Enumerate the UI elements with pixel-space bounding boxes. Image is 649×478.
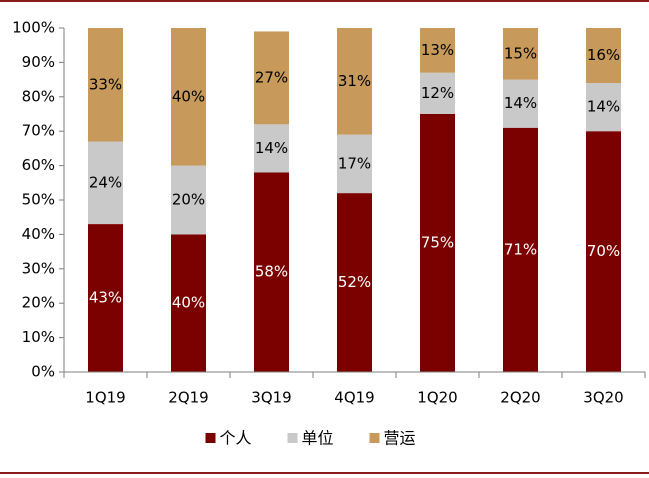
y-tick-label: 0% xyxy=(31,363,55,381)
y-tick-label: 30% xyxy=(22,259,55,277)
y-tick-label: 50% xyxy=(22,191,55,209)
data-label: 33% xyxy=(89,75,122,93)
data-label: 40% xyxy=(172,87,205,105)
legend-swatch xyxy=(369,433,380,443)
data-label: 52% xyxy=(338,273,371,291)
bar-segment xyxy=(88,28,123,142)
y-tick-label: 80% xyxy=(22,87,55,105)
legend-label: 个人 xyxy=(220,429,252,448)
data-label: 31% xyxy=(338,72,371,90)
bar-segment xyxy=(586,131,621,372)
data-label: 70% xyxy=(587,242,620,260)
bar-segment xyxy=(337,193,372,372)
data-label: 43% xyxy=(89,289,122,307)
bar-segment xyxy=(254,31,289,125)
bar-segment xyxy=(503,79,538,128)
data-label: 15% xyxy=(504,44,537,62)
legend-label: 营运 xyxy=(384,429,416,448)
bar-segment xyxy=(337,134,372,194)
data-label: 40% xyxy=(172,294,205,312)
data-label: 17% xyxy=(338,154,371,172)
y-tick-label: 20% xyxy=(22,294,55,312)
legend-swatch xyxy=(287,433,298,443)
bar-segment xyxy=(586,83,621,132)
x-tick-label: 3Q19 xyxy=(251,389,291,407)
data-label: 24% xyxy=(89,173,122,191)
x-tick-label: 3Q20 xyxy=(583,389,623,407)
y-tick-label: 40% xyxy=(22,225,55,243)
bar-segment xyxy=(503,28,538,80)
x-tick-label: 1Q19 xyxy=(85,389,125,407)
legend-swatch xyxy=(205,433,216,443)
bar-segment xyxy=(420,72,455,114)
data-label: 20% xyxy=(172,191,205,209)
bar-segment xyxy=(337,28,372,135)
bar-segment xyxy=(254,124,289,173)
x-tick-label: 1Q20 xyxy=(417,389,457,407)
data-label: 13% xyxy=(421,41,454,59)
bar-segment xyxy=(171,165,206,235)
bar-segment xyxy=(420,114,455,372)
y-tick-label: 90% xyxy=(22,53,55,71)
top-frame-line xyxy=(0,0,649,2)
data-label: 14% xyxy=(504,94,537,112)
bar-segment xyxy=(254,172,289,372)
data-label: 27% xyxy=(255,68,288,86)
bar-segment xyxy=(420,28,455,73)
bar-segment xyxy=(503,127,538,372)
y-tick-label: 10% xyxy=(22,328,55,346)
y-tick-label: 100% xyxy=(12,19,55,37)
y-tick-label: 60% xyxy=(22,156,55,174)
bar-segment xyxy=(88,224,123,372)
bar-segment xyxy=(171,234,206,372)
data-label: 71% xyxy=(504,240,537,258)
bottom-frame-line xyxy=(0,472,649,474)
y-tick-label: 70% xyxy=(22,122,55,140)
bar-segment xyxy=(88,141,123,225)
x-tick-label: 2Q20 xyxy=(500,389,540,407)
data-label: 14% xyxy=(255,139,288,157)
x-tick-label: 2Q19 xyxy=(168,389,208,407)
data-label: 14% xyxy=(587,98,620,116)
data-label: 16% xyxy=(587,46,620,64)
bar-segment xyxy=(586,28,621,84)
legend-label: 单位 xyxy=(302,429,334,448)
data-label: 58% xyxy=(255,263,288,281)
bar-segment xyxy=(171,28,206,166)
data-label: 12% xyxy=(421,84,454,102)
x-tick-label: 4Q19 xyxy=(334,389,374,407)
data-label: 75% xyxy=(421,234,454,252)
